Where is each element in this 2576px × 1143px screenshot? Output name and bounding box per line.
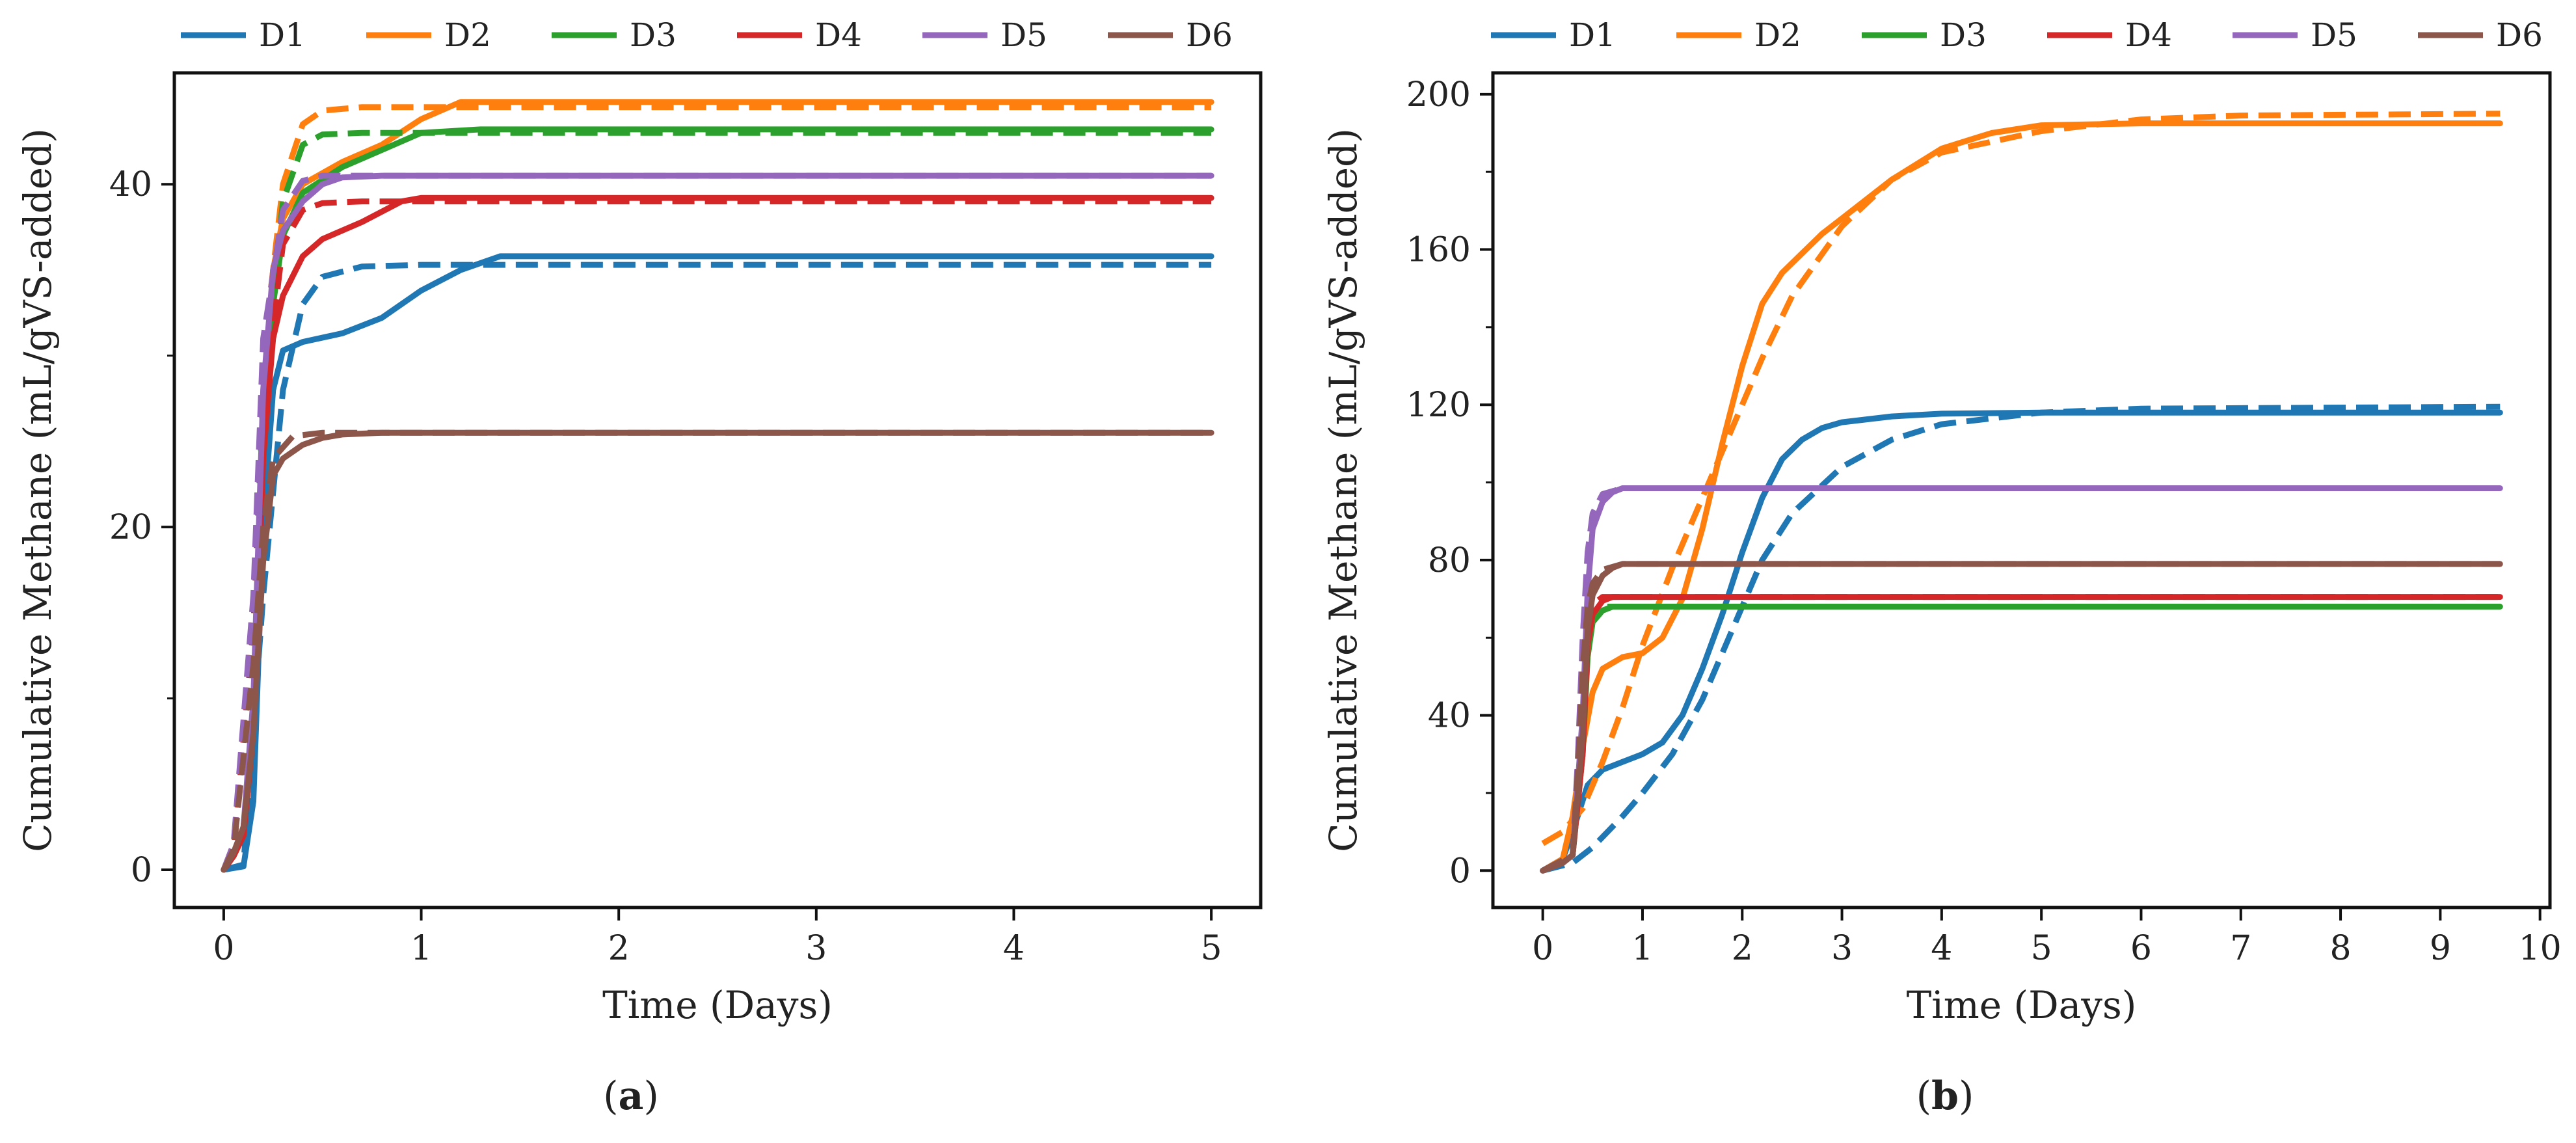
- legend-label-d3: D3: [1940, 16, 1987, 54]
- x-tick-label: 9: [2430, 929, 2451, 968]
- caption-close-paren: ): [1959, 1073, 1974, 1119]
- legend-label-d2: D2: [444, 16, 491, 54]
- series-d4-solid-line: [221, 195, 1214, 873]
- caption-letter: b: [1931, 1073, 1959, 1119]
- x-tick-label: 2: [608, 929, 630, 968]
- y-tick-label: 160: [1406, 231, 1471, 270]
- plot-frame: [172, 71, 1263, 909]
- chart-panel-b: 0 1 2 3 4 5 6 7 8 9 10 0 40 80 120 160 200 Time (Days) Cum…: [1321, 16, 2562, 1119]
- series-d1-solid-line: [1540, 409, 2503, 874]
- y-tick-label: 80: [1428, 541, 1471, 580]
- x-tick-label: 1: [1631, 929, 1653, 968]
- chart-panel-a: 0 1 2 3 4 5 0 20 40 Time (Days) Cumulative Methane…: [16, 16, 1263, 1119]
- series-d2-solid-line: [1540, 120, 2503, 874]
- legend-label-d4: D4: [815, 16, 862, 54]
- x-tick-label: 10: [2519, 929, 2562, 968]
- x-tick-label: 2: [1732, 929, 1753, 968]
- x-tick-label: 0: [1532, 929, 1553, 968]
- legend-label-d3: D3: [630, 16, 677, 54]
- caption-open-paren: (: [1916, 1073, 1931, 1119]
- legend-label-d2: D2: [1754, 16, 1801, 54]
- y-axis-label: Cumulative Methane (mL/gVS-added): [1321, 128, 1365, 852]
- legend-label-d1: D1: [1569, 16, 1616, 54]
- series-d3-solid-line: [221, 126, 1214, 873]
- y-tick-label: 20: [109, 508, 152, 547]
- series-d5-dashed-line: [1541, 485, 2501, 874]
- caption-close-paren: ): [643, 1073, 658, 1119]
- x-tick-label: 6: [2130, 929, 2152, 968]
- series-d3-solid-line: [1540, 604, 2503, 874]
- series-d1-dashed-line: [222, 262, 1212, 873]
- legend-label-d6: D6: [2496, 16, 2543, 54]
- series-d2-dashed-line: [221, 104, 1212, 871]
- series-d1-solid-line: [221, 253, 1214, 873]
- panel-caption: (b): [1916, 1073, 1974, 1119]
- x-tick-label: 0: [213, 929, 234, 968]
- legend-label-d1: D1: [259, 16, 306, 54]
- legend-label-d5: D5: [1000, 16, 1047, 54]
- legend-label-d5: D5: [2311, 16, 2357, 54]
- legend-label-d6: D6: [1186, 16, 1233, 54]
- y-tick-label: 40: [1428, 697, 1471, 736]
- x-tick-label: 1: [410, 929, 432, 968]
- y-tick-label: 0: [131, 851, 152, 890]
- x-tick-label: 3: [1831, 929, 1853, 968]
- x-tick-label: 5: [2031, 929, 2052, 968]
- caption-open-paren: (: [603, 1073, 618, 1119]
- y-tick-label: 120: [1406, 386, 1471, 425]
- y-axis-label: Cumulative Methane (mL/gVS-added): [16, 128, 60, 852]
- x-tick-label: 7: [2230, 929, 2251, 968]
- series-d5-solid-line: [221, 172, 1214, 873]
- x-axis-label: Time (Days): [602, 983, 833, 1027]
- x-tick-label: 5: [1201, 929, 1222, 968]
- series-d6-dashed-line: [1541, 561, 2501, 874]
- plot-frame: [1491, 71, 2552, 909]
- series-d6-solid-line: [1540, 561, 2503, 874]
- y-tick-label: 0: [1449, 852, 1471, 891]
- x-tick-label: 4: [1931, 929, 1952, 968]
- caption-letter: a: [619, 1073, 644, 1119]
- series-d4-dashed-line: [221, 198, 1212, 872]
- series-d3-dashed-line: [221, 129, 1212, 872]
- series-d6-solid-line: [221, 429, 1214, 873]
- series-d5-dashed-line: [221, 172, 1212, 871]
- y-tick-label: 40: [109, 165, 152, 204]
- series-d1-dashed-line: [1542, 403, 2501, 874]
- panel-caption: (a): [603, 1073, 659, 1119]
- series-d2-dashed-line: [1541, 111, 2501, 846]
- series-d5-solid-line: [1540, 485, 2503, 874]
- y-tick-label: 200: [1406, 75, 1471, 114]
- legend-label-d4: D4: [2125, 16, 2172, 54]
- series-d3-dashed-line: [1541, 604, 2501, 874]
- x-tick-label: 3: [805, 929, 827, 968]
- x-axis-label: Time (Days): [1907, 983, 2137, 1027]
- series-d6-dashed-line: [221, 429, 1212, 871]
- x-tick-label: 4: [1003, 929, 1025, 968]
- x-tick-label: 8: [2330, 929, 2352, 968]
